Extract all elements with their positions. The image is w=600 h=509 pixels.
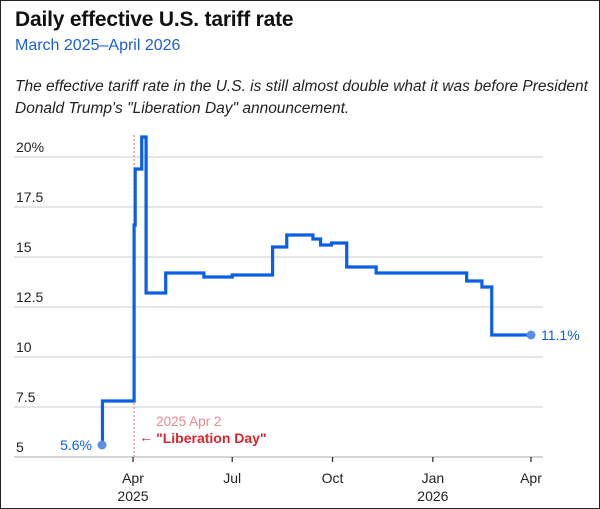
x-tick-label: Apr	[520, 470, 542, 486]
x-tick-label: Oct	[322, 470, 344, 486]
chart-subtitle: March 2025–April 2026	[15, 37, 181, 54]
x-tick-sublabel: 2025	[117, 488, 148, 504]
y-tick-label: 7.5	[16, 389, 36, 405]
annotation-date: 2025 Apr 2	[156, 414, 221, 429]
annotation-label: "Liberation Day"	[156, 430, 267, 446]
x-tick-label: Jan	[422, 470, 445, 486]
y-tick-label: 17.5	[16, 189, 43, 205]
chart-description: The effective tariff rate in the U.S. is…	[15, 78, 588, 117]
end-point-marker	[526, 330, 536, 340]
y-tick-label: 15	[16, 239, 32, 255]
y-tick-label: 10	[16, 339, 32, 355]
start-value-label: 5.6%	[60, 437, 92, 453]
arrow-left-icon: ←	[139, 429, 153, 445]
tariff-rate-line	[99, 135, 531, 447]
y-tick-label: 5	[16, 439, 24, 455]
x-tick-label: Apr	[122, 470, 144, 486]
end-value-label: 11.1%	[541, 327, 580, 343]
start-point-marker	[97, 440, 107, 450]
x-tick-label: Jul	[223, 470, 241, 486]
y-tick-label: 20%	[16, 139, 44, 155]
x-tick-sublabel: 2026	[417, 488, 448, 504]
chart-title: Daily effective U.S. tariff rate	[15, 8, 294, 31]
y-tick-label: 12.5	[16, 289, 43, 305]
